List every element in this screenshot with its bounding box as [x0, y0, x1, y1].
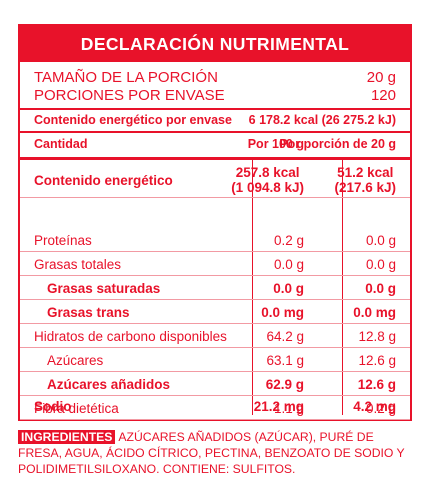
nutrition-panel: DECLARACIÓN NUTRIMENTAL TAMAÑO DE LA POR… [18, 24, 412, 421]
nutrient-label: Hidratos de carbono disponibles [34, 329, 227, 344]
nutrient-label: Grasas totales [34, 257, 122, 272]
energy-label: Contenido energético [34, 173, 173, 188]
per-100g-header: Por 100 g [247, 137, 304, 151]
servings-per-pack-label: PORCIONES POR ENVASE [34, 87, 225, 104]
energy-per-serving-kcal: 51.2 kcal [337, 165, 394, 180]
nutrient-per-100g: 0.2 g [273, 233, 304, 248]
nutrient-table: Contenido energético 257.8 kcal (1 094.8… [20, 160, 410, 420]
nutrient-per-100g: 1.1 g [273, 401, 304, 416]
nutrient-per-100g: 0.0 mg [261, 305, 304, 320]
nutrient-label: Grasas saturadas [47, 281, 161, 296]
nutrient-per-serving: 0.2 g [365, 401, 396, 416]
divider [20, 108, 410, 110]
column-divider [342, 160, 343, 415]
ingredients-block: INGREDIENTES AZÚCARES AÑADIDOS (AZÚCAR), … [18, 429, 418, 477]
nutrient-row: Fibra dietética 1.1 g 0.2 g [20, 397, 410, 420]
nutrient-label: Sodio [34, 399, 72, 414]
servings-per-pack-row: PORCIONES POR ENVASE 120 [20, 86, 410, 105]
panel-title: DECLARACIÓN NUTRIMENTAL [20, 26, 410, 62]
nutrient-per-100g: 0.0 g [273, 257, 304, 272]
nutrient-row: Azúcares añadidos 62.9 g 12.6 g [20, 373, 410, 396]
nutrient-label: Azúcares [47, 353, 104, 368]
energy-per-100g-kj: (1 094.8 kJ) [231, 180, 304, 195]
nutrient-per-serving: 0.0 g [365, 233, 396, 248]
nutrient-per-100g: 64.2 g [266, 329, 304, 344]
nutrient-per-serving: 0.0 mg [353, 305, 396, 320]
nutrient-per-serving: 0.0 g [365, 281, 396, 296]
energy-per-serving-kj: (217.6 kJ) [334, 180, 396, 195]
nutrient-row: Sodio 21.2 mg 4.2 mg [20, 398, 410, 418]
quantity-header: Cantidad [34, 137, 88, 151]
per-serving-header: Por porción de 20 g [279, 137, 396, 151]
nutrient-per-100g: 0.0 g [273, 281, 304, 296]
servings-per-pack-value: 120 [370, 87, 396, 104]
divider [20, 157, 410, 160]
package-energy-label: Contenido energético por envase [34, 113, 232, 127]
nutrient-per-serving: 12.6 g [358, 353, 396, 368]
nutrient-label: Azúcares añadidos [47, 377, 171, 392]
nutrient-label: Proteínas [34, 233, 92, 248]
nutrient-per-serving: 4.2 mg [353, 399, 396, 414]
package-energy-value: 6 178.2 kcal (26 275.2 kJ) [248, 113, 396, 127]
serving-size-label: TAMAÑO DE LA PORCIÓN [34, 69, 218, 86]
nutrient-per-100g: 62.9 g [265, 377, 304, 392]
nutrient-label: Grasas trans [47, 305, 130, 320]
nutrient-per-100g: 63.1 g [266, 353, 304, 368]
nutrient-row: Grasas saturadas 0.0 g 0.0 g [20, 277, 410, 300]
serving-size-value: 20 g [366, 69, 396, 86]
energy-per-serving: 51.2 kcal (217.6 kJ) [334, 165, 396, 195]
ingredients-text: AZÚCARES AÑADIDOS (AZÚCAR), PURÉ DE FRES… [18, 430, 405, 476]
energy-per-100g-kcal: 257.8 kcal [235, 165, 300, 180]
column-divider [252, 160, 253, 415]
package-energy-row: Contenido energético por envase 6 178.2 … [20, 112, 410, 128]
serving-size-row: TAMAÑO DE LA PORCIÓN 20 g [20, 68, 410, 87]
nutrient-row: Grasas trans 0.0 mg 0.0 mg [20, 301, 410, 324]
nutrient-row: Azúcares 63.1 g 12.6 g [20, 349, 410, 372]
nutrient-row: Grasas totales 0.0 g 0.0 g [20, 253, 410, 276]
nutrient-label: Fibra dietética [34, 401, 119, 416]
nutrient-row: Hidratos de carbono disponibles 64.2 g 1… [20, 325, 410, 348]
column-header-row: Cantidad Por 100 g Por porción de 20 g [20, 136, 410, 152]
nutrient-per-serving: 0.0 g [365, 257, 396, 272]
nutrient-per-serving: 12.8 g [358, 329, 396, 344]
energy-row: Contenido energético 257.8 kcal (1 094.8… [20, 164, 410, 198]
nutrient-row: Proteínas 0.2 g 0.0 g [20, 229, 410, 252]
nutrient-per-100g: 21.2 mg [253, 399, 304, 414]
energy-per-100g: 257.8 kcal (1 094.8 kJ) [231, 165, 304, 195]
nutrient-per-serving: 12.6 g [357, 377, 396, 392]
ingredients-badge: INGREDIENTES [18, 430, 116, 444]
divider [20, 131, 410, 133]
